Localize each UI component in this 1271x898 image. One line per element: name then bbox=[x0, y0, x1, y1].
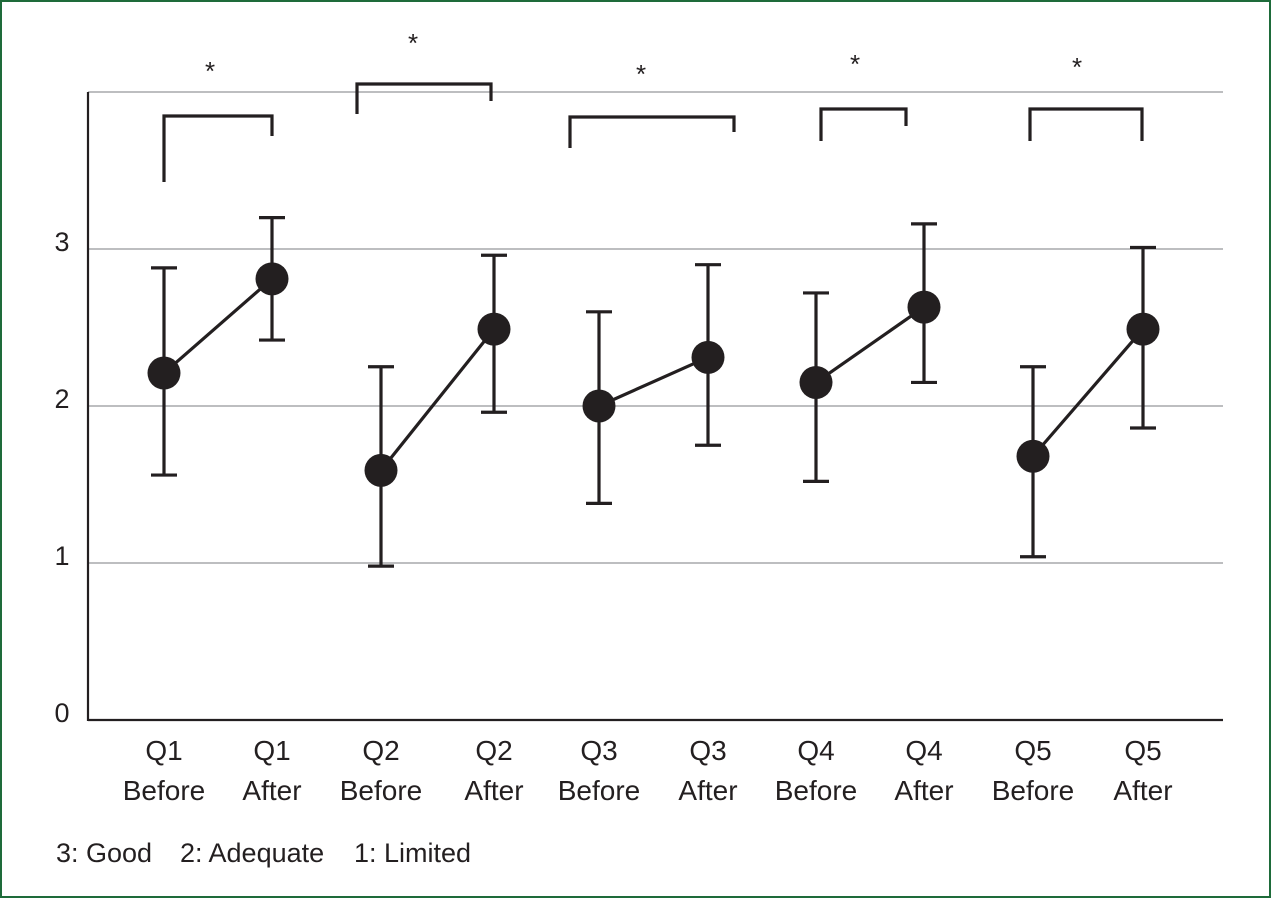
x-label-question: Q1 bbox=[253, 735, 290, 766]
significance-star: * bbox=[205, 56, 215, 86]
x-label-question: Q5 bbox=[1014, 735, 1051, 766]
connector-line bbox=[379, 328, 496, 472]
mean-point-before bbox=[364, 453, 398, 487]
x-label-question: Q3 bbox=[580, 735, 617, 766]
mean-point-before bbox=[147, 356, 181, 390]
x-category-label: Q3 After bbox=[678, 735, 737, 806]
significance-bracket bbox=[1028, 107, 1144, 141]
mean-point-after bbox=[691, 340, 725, 374]
x-category-label: Q1 After bbox=[242, 735, 301, 806]
x-category-label: Q4 After bbox=[894, 735, 953, 806]
axes bbox=[86, 92, 1223, 722]
x-label-phase: After bbox=[242, 775, 301, 806]
x-label-question: Q2 bbox=[475, 735, 512, 766]
y-tick-label: 2 bbox=[54, 384, 69, 414]
mean-point-before bbox=[1016, 439, 1050, 473]
significance-bracket bbox=[162, 114, 274, 182]
x-label-question: Q4 bbox=[797, 735, 834, 766]
x-label-phase: Before bbox=[992, 775, 1075, 806]
x-category-label: Q5 Before bbox=[992, 735, 1075, 806]
connector-line bbox=[1031, 328, 1145, 458]
legend-item: 3: Good bbox=[56, 838, 152, 868]
x-label-phase: Before bbox=[558, 775, 641, 806]
mean-point-after bbox=[1126, 312, 1160, 346]
y-tick-label: 3 bbox=[54, 227, 69, 257]
x-label-phase: Before bbox=[775, 775, 858, 806]
significance-bracket bbox=[355, 82, 493, 114]
significance-bracket bbox=[819, 107, 908, 141]
y-tick-label: 0 bbox=[54, 698, 69, 728]
x-label-phase: Before bbox=[123, 775, 206, 806]
y-tick-label: 1 bbox=[54, 541, 69, 571]
connector-line bbox=[815, 305, 925, 384]
y-axis-ticks: 0 1 2 3 bbox=[54, 227, 69, 728]
significance-bracket bbox=[568, 115, 736, 148]
significance-star: * bbox=[1072, 52, 1082, 82]
x-label-phase: Before bbox=[340, 775, 423, 806]
significance-brackets: * * * * * bbox=[162, 28, 1144, 182]
legend-item: 1: Limited bbox=[354, 838, 471, 868]
x-label-question: Q3 bbox=[689, 735, 726, 766]
x-category-label: Q3 Before bbox=[558, 735, 641, 806]
x-category-label: Q2 After bbox=[464, 735, 523, 806]
connector-line bbox=[598, 355, 709, 408]
x-category-label: Q4 Before bbox=[775, 735, 858, 806]
mean-point-after bbox=[477, 312, 511, 346]
legend-item: 2: Adequate bbox=[180, 838, 324, 868]
x-category-label: Q5 After bbox=[1113, 735, 1172, 806]
x-label-phase: After bbox=[1113, 775, 1172, 806]
legend: 3: Good 2: Adequate 1: Limited bbox=[56, 838, 471, 868]
mean-point-before bbox=[799, 365, 833, 399]
significance-star: * bbox=[636, 59, 646, 89]
gridlines bbox=[88, 91, 1223, 564]
significance-star: * bbox=[850, 49, 860, 79]
mean-point-before bbox=[582, 389, 616, 423]
mean-point-after bbox=[907, 290, 941, 324]
x-category-label: Q2 Before bbox=[340, 735, 423, 806]
x-label-phase: After bbox=[464, 775, 523, 806]
x-label-question: Q5 bbox=[1124, 735, 1161, 766]
mean-point-after bbox=[255, 262, 289, 296]
significance-star: * bbox=[408, 28, 418, 58]
x-label-question: Q1 bbox=[145, 735, 182, 766]
x-label-phase: After bbox=[894, 775, 953, 806]
x-label-phase: After bbox=[678, 775, 737, 806]
x-label-question: Q2 bbox=[362, 735, 399, 766]
x-category-label: Q1 Before bbox=[123, 735, 206, 806]
data-series bbox=[147, 216, 1160, 568]
connector-line bbox=[162, 277, 274, 375]
x-label-question: Q4 bbox=[905, 735, 942, 766]
